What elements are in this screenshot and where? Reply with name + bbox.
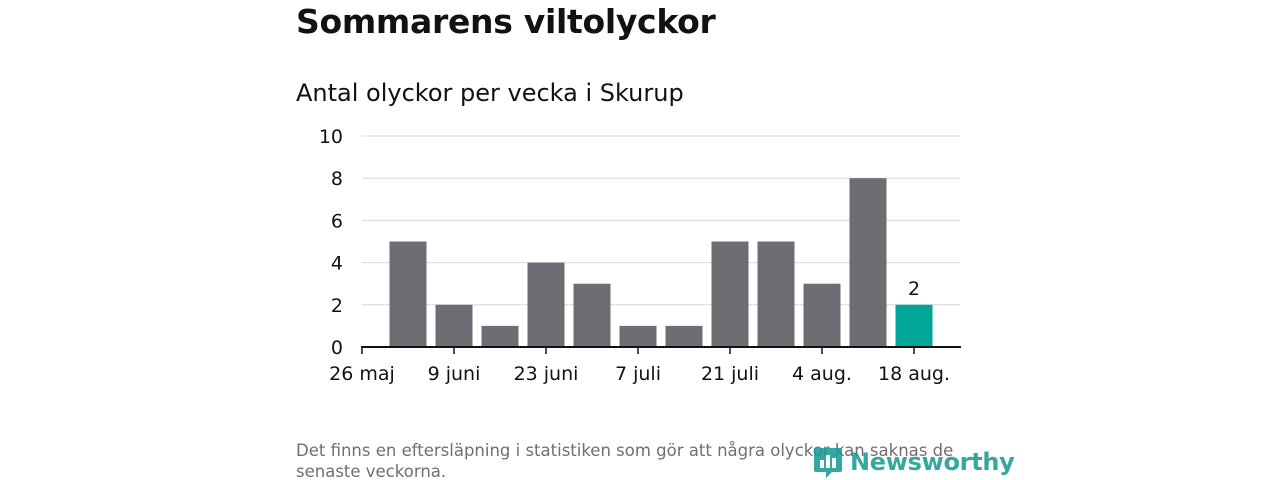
bar: [573, 283, 611, 347]
newsworthy-logo: Newsworthy: [814, 444, 1015, 480]
bar: [481, 325, 519, 347]
y-tick-label: 0: [331, 337, 343, 359]
chart-subtitle: Antal olyckor per vecka i Skurup: [296, 79, 684, 107]
y-tick-label: 8: [331, 168, 343, 190]
newsworthy-logo-icon: [814, 448, 842, 478]
bar-highlight: [895, 304, 933, 347]
y-tick-label: 6: [331, 210, 343, 232]
footnote: Det finns en eftersläpning i statistiken…: [296, 441, 954, 480]
bar: [619, 325, 657, 347]
bar: [803, 283, 841, 347]
x-tick-label: 21 juli: [701, 363, 759, 385]
x-tick-label: 4 aug.: [792, 363, 852, 385]
logo-text: Newsworthy: [850, 448, 1015, 476]
bars: [389, 178, 933, 347]
bar: [665, 325, 703, 347]
bar: [711, 241, 749, 347]
bar: [389, 241, 427, 347]
y-tick-label: 4: [331, 253, 343, 275]
bar: [435, 304, 473, 347]
bar-chart: 0 2 4 6 8 10 26 maj 9 juni 23 juni 7 juli 21 juli 4…: [319, 126, 961, 385]
x-tick-label: 26 maj: [329, 363, 395, 385]
data-label: 2: [908, 278, 920, 300]
x-tick-label: 7 juli: [615, 363, 661, 385]
y-tick-label: 10: [319, 126, 343, 148]
bar: [849, 178, 887, 347]
labels: 0 2 4 6 8 10 26 maj 9 juni 23 juni 7 juli 21 juli 4…: [319, 126, 950, 385]
x-tick-label: 9 juni: [428, 363, 481, 385]
bar: [757, 241, 795, 347]
x-tick-label: 18 aug.: [878, 363, 950, 385]
chart-title: Sommarens viltolyckor: [296, 2, 716, 41]
bar: [527, 262, 565, 347]
x-axis: [361, 346, 961, 354]
y-tick-label: 2: [331, 295, 343, 317]
x-tick-label: 23 juni: [514, 363, 579, 385]
